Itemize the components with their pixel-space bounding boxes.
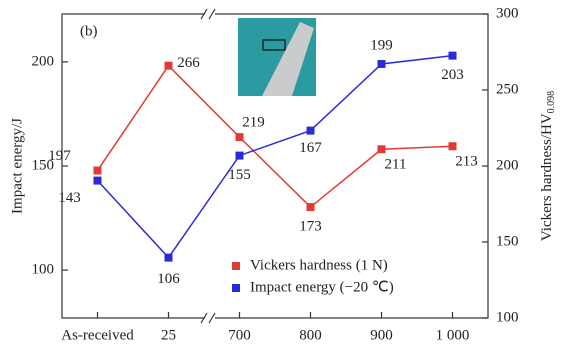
point (94, 177, 102, 185)
point (378, 60, 386, 68)
point (236, 152, 244, 160)
y-tick-label: 200 (32, 53, 55, 69)
point (307, 203, 315, 211)
y2-tick-label: 300 (496, 5, 519, 21)
legend-marker (232, 262, 240, 270)
y-tick-label: 100 (32, 262, 55, 278)
value-label: 173 (299, 218, 322, 234)
value-label: 167 (299, 140, 322, 156)
panel-label: (b) (80, 23, 98, 39)
y2-axis-label-sub: 0.098 (546, 91, 557, 114)
x-tick-label: As-received (61, 327, 134, 343)
x-tick-label: 25 (161, 327, 176, 343)
value-label: 266 (177, 55, 200, 71)
x-tick-label: 700 (228, 327, 251, 343)
point (449, 142, 457, 150)
legend-marker (232, 284, 240, 292)
y2-tick-label: 150 (496, 233, 519, 249)
legend-label: Vickers hardness (1 N) (250, 257, 388, 273)
value-label: 211 (385, 157, 407, 173)
legend-label: Impact energy (−20 ℃) (250, 279, 394, 295)
x-tick-label: 900 (370, 327, 393, 343)
point (449, 52, 457, 60)
value-label: 219 (242, 115, 265, 131)
y-axis-label: Impact energy/J (9, 118, 25, 214)
point (165, 254, 173, 262)
value-label: 106 (157, 271, 180, 287)
x-tick-label: 800 (299, 327, 322, 343)
value-label: 143 (58, 190, 81, 206)
y2-tick-label: 250 (496, 81, 519, 97)
point (94, 167, 102, 175)
point (378, 145, 386, 153)
y2-tick-label: 200 (496, 157, 519, 173)
y2-axis-label-main: Vickers hardness/HV (539, 113, 555, 241)
y2-axis-label: Vickers hardness/HV0.098 (539, 91, 557, 241)
value-label: 213 (455, 154, 478, 170)
x-tick-label: 1 000 (436, 327, 470, 343)
point (307, 127, 315, 135)
inset-photo (238, 18, 316, 96)
value-label: 155 (228, 167, 251, 183)
axis-break (201, 8, 215, 324)
chart: (b) Impact energy/J Vickers hardness/HV0… (0, 0, 564, 352)
point (236, 133, 244, 141)
value-label: 203 (441, 67, 464, 83)
y2-tick-label: 100 (496, 309, 519, 325)
value-label: 199 (370, 37, 393, 53)
point (165, 62, 173, 70)
value-label: 197 (48, 148, 71, 164)
